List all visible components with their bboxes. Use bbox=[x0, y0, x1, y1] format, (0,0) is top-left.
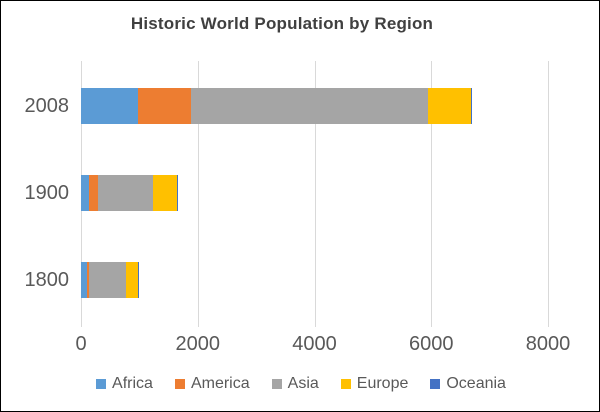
legend-item-europe: Europe bbox=[340, 374, 409, 393]
legend-swatch-europe bbox=[340, 378, 351, 389]
chart-title: Historic World Population by Region bbox=[130, 14, 434, 33]
legend: Africa America Asia Europe Oceania bbox=[1, 374, 599, 393]
bar-segment-europe-1800 bbox=[126, 262, 138, 298]
legend-swatch-asia bbox=[271, 378, 282, 389]
x-axis-tick bbox=[81, 321, 82, 327]
bar-segment-america-1800 bbox=[87, 262, 90, 298]
y-axis-label: 1800 bbox=[24, 269, 70, 291]
y-axis-label: 1900 bbox=[24, 182, 70, 204]
bar-segment-africa-1900 bbox=[81, 175, 89, 211]
x-axis-tick bbox=[197, 321, 199, 327]
bar-segment-oceania-2008 bbox=[470, 88, 473, 124]
x-axis-label: 0 bbox=[75, 333, 87, 355]
legend-label: Asia bbox=[287, 375, 319, 392]
legend-item-africa: Africa bbox=[96, 374, 153, 393]
x-axis-tick bbox=[548, 321, 549, 327]
bar-segment-america-2008 bbox=[137, 88, 192, 124]
gridline bbox=[314, 61, 316, 321]
bar-segment-asia-2008 bbox=[191, 88, 428, 124]
bar-segment-europe-2008 bbox=[427, 88, 471, 124]
legend-item-oceania: Oceania bbox=[430, 374, 506, 393]
x-axis-label: 6000 bbox=[409, 333, 454, 355]
legend-item-america: America bbox=[174, 374, 250, 393]
bar-segment-africa-1800 bbox=[81, 262, 88, 298]
x-axis-tick bbox=[314, 321, 316, 327]
legend-swatch-america bbox=[174, 378, 185, 389]
legend-swatch-oceania bbox=[430, 378, 441, 389]
bar-segment-asia-1900 bbox=[97, 175, 154, 211]
legend-swatch-africa bbox=[96, 378, 107, 389]
gridline bbox=[548, 61, 549, 321]
legend-label: Africa bbox=[112, 375, 153, 392]
legend-label: America bbox=[190, 375, 250, 392]
bar-segment-europe-1900 bbox=[153, 175, 177, 211]
x-axis-tick bbox=[431, 321, 433, 327]
gridline bbox=[197, 61, 199, 321]
x-axis-label: 4000 bbox=[292, 333, 337, 355]
y-axis-label: 2008 bbox=[24, 95, 70, 117]
bar-segment-america-1900 bbox=[88, 175, 98, 211]
legend-label: Europe bbox=[356, 375, 409, 392]
legend-item-asia: Asia bbox=[271, 374, 319, 393]
bar-segment-asia-1800 bbox=[89, 262, 127, 298]
gridline bbox=[431, 61, 433, 321]
x-axis-label: 2000 bbox=[175, 333, 221, 355]
legend-label: Oceania bbox=[446, 375, 506, 392]
bar-segment-africa-2008 bbox=[81, 88, 138, 124]
x-axis-label: 8000 bbox=[525, 333, 571, 355]
